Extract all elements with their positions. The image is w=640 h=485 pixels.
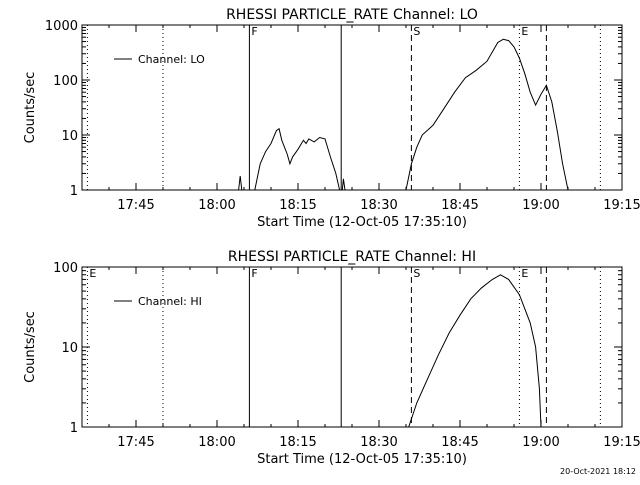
x-tick-label: 18:00 bbox=[198, 198, 235, 213]
x-tick-label: 18:15 bbox=[279, 198, 316, 213]
y-tick-label: 1000 bbox=[45, 19, 78, 34]
legend-label: Channel: HI bbox=[138, 295, 202, 308]
footer-timestamp: 20-Oct-2021 18:12 bbox=[560, 467, 636, 476]
event-line-label: E bbox=[521, 25, 528, 38]
legend-label: Channel: LO bbox=[138, 53, 205, 66]
panel-hi: RHESSI PARTICLE_RATE Channel: HI Counts/… bbox=[23, 249, 640, 467]
event-line-label: F bbox=[251, 25, 257, 38]
legend: Channel: HI bbox=[114, 295, 202, 308]
series-line-segment bbox=[408, 274, 542, 428]
x-tick-label: 17:45 bbox=[117, 198, 154, 213]
y-axis-label: Counts/sec bbox=[23, 72, 38, 144]
series-line-segment bbox=[341, 178, 346, 191]
y-tick-label: 1 bbox=[70, 184, 78, 199]
y-tick-label: 10 bbox=[61, 341, 78, 356]
panel-lo: RHESSI PARTICLE_RATE Channel: LO Counts/… bbox=[23, 7, 640, 230]
x-tick-label: 18:45 bbox=[441, 198, 478, 213]
x-tick-label: 18:15 bbox=[279, 435, 316, 450]
event-line-label: E bbox=[89, 267, 96, 280]
x-tick-label: 19:15 bbox=[603, 198, 640, 213]
plot-marks: 17:45 18:00 18:15 18:30 18:45 19:00 19:15 1 10 10… bbox=[45, 19, 640, 213]
x-tick-label: 19:00 bbox=[522, 435, 559, 450]
x-tick-label: 18:30 bbox=[360, 435, 397, 450]
x-tick-label: 19:00 bbox=[522, 198, 559, 213]
x-tick-label: 18:00 bbox=[198, 435, 235, 450]
x-axis-label: Start Time (12-Oct-05 17:35:10) bbox=[257, 452, 467, 467]
y-tick-label: 100 bbox=[53, 74, 78, 89]
series-line-segment bbox=[254, 127, 341, 191]
x-tick-label: 19:15 bbox=[603, 435, 640, 450]
series-line-segment bbox=[405, 38, 569, 191]
x-tick-label: 18:45 bbox=[441, 435, 478, 450]
x-axis-label: Start Time (12-Oct-05 17:35:10) bbox=[257, 215, 467, 230]
x-tick-label: 17:45 bbox=[117, 435, 154, 450]
y-tick-label: 10 bbox=[61, 129, 78, 144]
event-line-label: E bbox=[521, 267, 528, 280]
chart-title: RHESSI PARTICLE_RATE Channel: LO bbox=[226, 7, 478, 23]
plot-marks: 17:45 18:00 18:15 18:30 18:45 19:00 19:15 1 10 10… bbox=[53, 261, 640, 450]
series-line-segment bbox=[238, 175, 243, 191]
chart-title: RHESSI PARTICLE_RATE Channel: HI bbox=[228, 249, 476, 265]
event-line-label: S bbox=[413, 25, 420, 38]
event-line-label: S bbox=[413, 267, 420, 280]
y-tick-label: 1 bbox=[70, 421, 78, 436]
x-tick-label: 18:30 bbox=[360, 198, 397, 213]
event-line-label: F bbox=[251, 267, 257, 280]
legend: Channel: LO bbox=[114, 53, 205, 66]
y-tick-label: 100 bbox=[53, 261, 78, 276]
y-axis-label: Counts/sec bbox=[23, 311, 38, 383]
